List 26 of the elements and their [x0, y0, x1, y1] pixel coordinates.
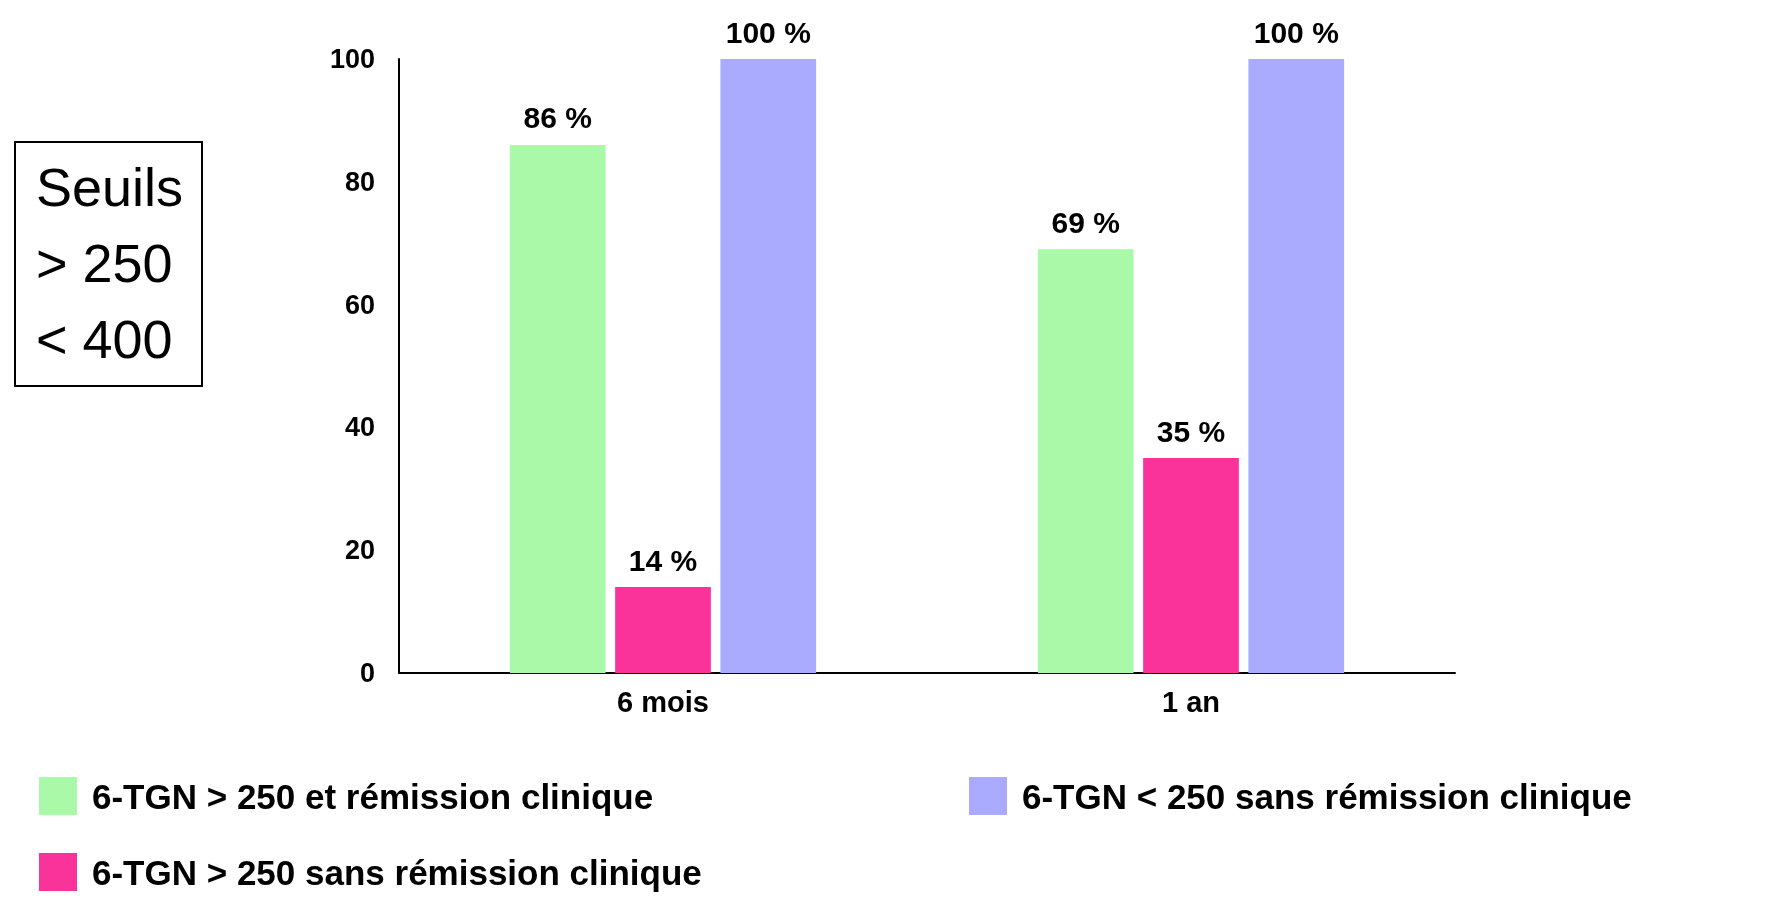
data-label: 86 % — [523, 101, 592, 135]
bar — [1037, 249, 1134, 673]
y-tick-label: 20 — [344, 535, 375, 566]
y-tick-label: 80 — [344, 166, 375, 197]
data-label: 35 % — [1156, 414, 1226, 448]
y-tick-label: 60 — [344, 289, 375, 320]
data-label: 14 % — [628, 543, 698, 577]
x-tick-label: 6 mois — [617, 685, 709, 718]
data-label: 100 % — [1253, 15, 1339, 49]
legend-label: 6-TGN > 250 et rémission clinique — [92, 776, 654, 816]
y-tick-label: 100 — [329, 44, 375, 74]
data-label: 100 % — [725, 15, 811, 49]
bar — [720, 59, 817, 673]
bar — [615, 587, 711, 673]
x-tick-label: 1 an — [1161, 685, 1221, 718]
y-tick-label: 0 — [359, 658, 375, 688]
text: > 250 — [36, 232, 174, 295]
legend-label: 6-TGN < 250 sans rémission clinique — [1022, 776, 1632, 816]
y-tick-label: 40 — [344, 412, 375, 443]
data-label: 69 % — [1051, 205, 1120, 239]
bar — [1248, 59, 1345, 673]
legend-label: 6-TGN > 250 sans rémission clinique — [92, 852, 702, 892]
bar — [1143, 458, 1239, 673]
bar — [509, 144, 606, 673]
text: < 400 — [36, 308, 174, 371]
text: Seuils — [36, 156, 184, 219]
